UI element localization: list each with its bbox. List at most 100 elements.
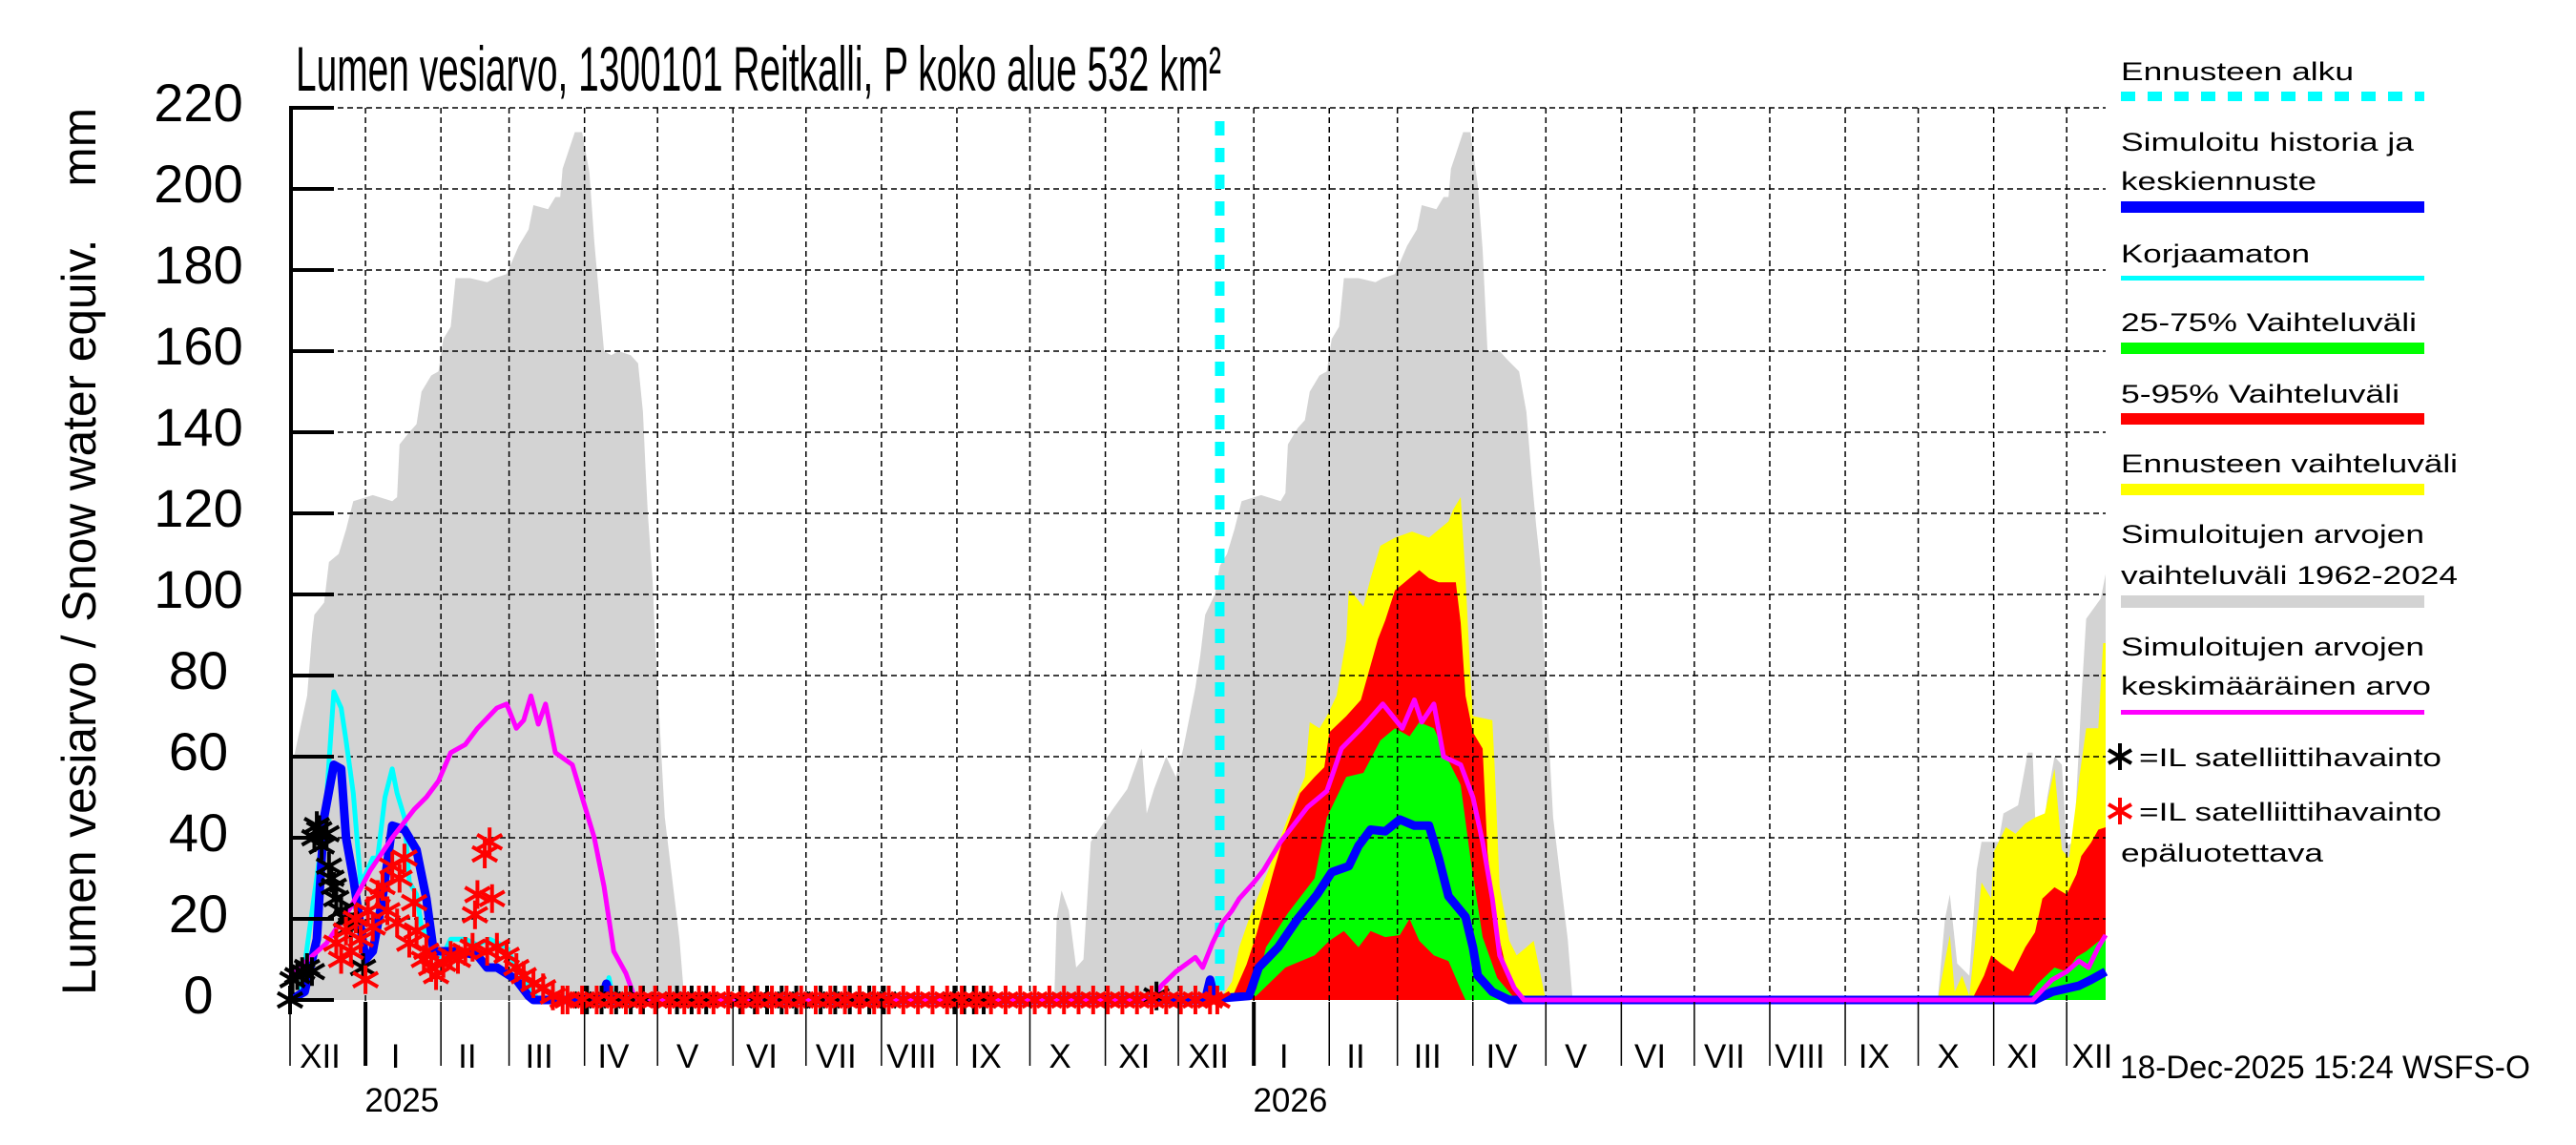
x-month-label: V	[1565, 1038, 1588, 1075]
star-icon	[2107, 743, 2133, 770]
legend-swatch	[2121, 595, 2424, 608]
observation-star-unreliable	[385, 864, 413, 893]
y-tick-label: 220	[154, 73, 242, 133]
x-month-label: II	[1346, 1038, 1364, 1075]
legend-label: Simuloitujen arvojen	[2121, 520, 2424, 549]
x-month-label: II	[458, 1038, 476, 1075]
x-month-label: III	[1414, 1038, 1442, 1075]
observation-star-unreliable	[384, 908, 411, 938]
x-year-label: 2026	[1253, 1082, 1327, 1119]
legend-item-forecast-start: Ennusteen alku	[2121, 57, 2424, 101]
y-tick-label: 180	[154, 235, 242, 295]
legend-label: keskiennuste	[2121, 167, 2316, 196]
x-month-label: X	[1937, 1038, 1959, 1075]
legend-label: Ennusteen vaihteluväli	[2121, 449, 2458, 478]
legend-label: 25-75% Vaihteluväli	[2121, 308, 2417, 337]
x-month-label: IV	[1485, 1038, 1518, 1075]
observation-star-unreliable	[403, 916, 430, 946]
x-month-label: I	[391, 1038, 401, 1075]
x-year-label: 2025	[364, 1082, 439, 1119]
legend-label: keskimääräinen arvo	[2121, 672, 2431, 700]
y-axis-label: Lumen vesiarvo / Snow water equiv. mm	[52, 108, 106, 995]
legend-label: =IL satelliittihavainto	[2139, 798, 2441, 826]
y-tick-label: 80	[169, 640, 228, 700]
x-month-label: III	[526, 1038, 553, 1075]
observation-star-unreliable	[401, 888, 428, 917]
x-month-label: VII	[1704, 1038, 1745, 1075]
legend-item-simulated: Simuloitu historia ja keskiennuste	[2121, 128, 2424, 213]
x-month-label: I	[1279, 1038, 1289, 1075]
legend: Ennusteen alku Simuloitu historia ja kes…	[2107, 57, 2458, 867]
legend-swatch	[2121, 413, 2424, 425]
series-line-simulated	[287, 760, 2109, 1005]
x-month-label: VII	[816, 1038, 857, 1075]
legend-item-p5-95: 5-95% Vaihteluväli	[2121, 380, 2424, 425]
legend-item-uncorrected: Korjaamaton	[2121, 239, 2424, 281]
legend-item-sim-range: Simuloitujen arvojen vaihteluväli 1962-2…	[2121, 520, 2458, 608]
legend-label: 5-95% Vaihteluväli	[2121, 380, 2399, 408]
band-p5-95	[1971, 827, 2106, 1000]
x-month-label: XII	[300, 1038, 341, 1075]
band-p25-75	[1238, 721, 1517, 1000]
legend-item-mean: Simuloitujen arvojen keskimääräinen arvo	[2121, 633, 2431, 715]
observation-layer	[276, 811, 1231, 1014]
x-month-label: IV	[597, 1038, 630, 1075]
observation-star-unreliable	[464, 880, 491, 909]
x-month-label: IX	[970, 1038, 1002, 1075]
legend-label: vaihteluväli 1962-2024	[2121, 561, 2458, 590]
legend-swatch	[2121, 484, 2424, 495]
y-tick-label: 140	[154, 397, 242, 457]
x-month-label: XII	[2072, 1038, 2113, 1075]
y-tick-label: 100	[154, 559, 242, 619]
observation-star-unreliable	[359, 912, 386, 942]
y-tick-label: 20	[169, 884, 228, 944]
x-month-label: V	[676, 1038, 699, 1075]
observation-star-unreliable	[1203, 986, 1231, 1014]
y-tick-label: 160	[154, 316, 242, 376]
legend-label: Ennusteen alku	[2121, 57, 2354, 86]
legend-item-p25-75: 25-75% Vaihteluväli	[2121, 308, 2424, 354]
star-icon	[2107, 798, 2133, 824]
legend-label: epäluotettava	[2121, 839, 2324, 867]
legend-item-satellite: =IL satelliittihavainto	[2107, 743, 2441, 772]
legend-label: Simuloitu historia ja	[2121, 128, 2415, 156]
grid-layer	[290, 107, 2106, 1002]
y-tick-label: 60	[169, 721, 228, 781]
legend-item-forecast-range: Ennusteen vaihteluväli	[2121, 449, 2458, 495]
legend-swatch	[2121, 343, 2424, 354]
observation-star-unreliable	[478, 884, 506, 913]
y-tick-label: 200	[154, 154, 242, 214]
chart-title: Lumen vesiarvo, 1300101 Reitkalli, P kok…	[296, 33, 1221, 104]
x-month-label: VIII	[1775, 1038, 1825, 1075]
x-month-label: IX	[1859, 1038, 1890, 1075]
observation-star-unreliable	[459, 932, 487, 962]
timestamp-footer: 18-Dec-2025 15:24 WSFS-O	[2120, 1050, 2530, 1086]
legend-label: Korjaamaton	[2121, 239, 2310, 268]
x-month-label: VIII	[886, 1038, 937, 1075]
x-month-label: XII	[1188, 1038, 1229, 1075]
x-month-label: XI	[2006, 1038, 2038, 1075]
observation-star-unreliable	[346, 925, 375, 954]
legend-label: =IL satelliittihavainto	[2139, 743, 2441, 772]
legend-swatch	[2121, 276, 2424, 281]
x-month-label: X	[1049, 1038, 1070, 1075]
observation-star-unreliable	[461, 900, 488, 929]
legend-swatch	[2121, 201, 2424, 213]
y-tick-label: 120	[154, 478, 242, 538]
observation-star-unreliable	[412, 937, 440, 966]
legend-label: Simuloitujen arvojen	[2121, 633, 2424, 661]
observation-star-satellite	[298, 957, 326, 987]
observation-star-unreliable	[352, 965, 380, 994]
x-month-label: XI	[1118, 1038, 1150, 1075]
legend-swatch	[2121, 710, 2424, 715]
x-month-label: VI	[746, 1038, 778, 1075]
series-line-mean	[288, 693, 2109, 1003]
y-tick-label: 0	[183, 965, 213, 1025]
x-month-label: VI	[1634, 1038, 1666, 1075]
axes-layer	[289, 106, 2067, 1066]
y-tick-label: 40	[169, 802, 228, 863]
legend-item-satellite-unreliable: =IL satelliittihavainto epäluotettava	[2107, 798, 2441, 867]
observation-star-unreliable	[390, 843, 418, 873]
